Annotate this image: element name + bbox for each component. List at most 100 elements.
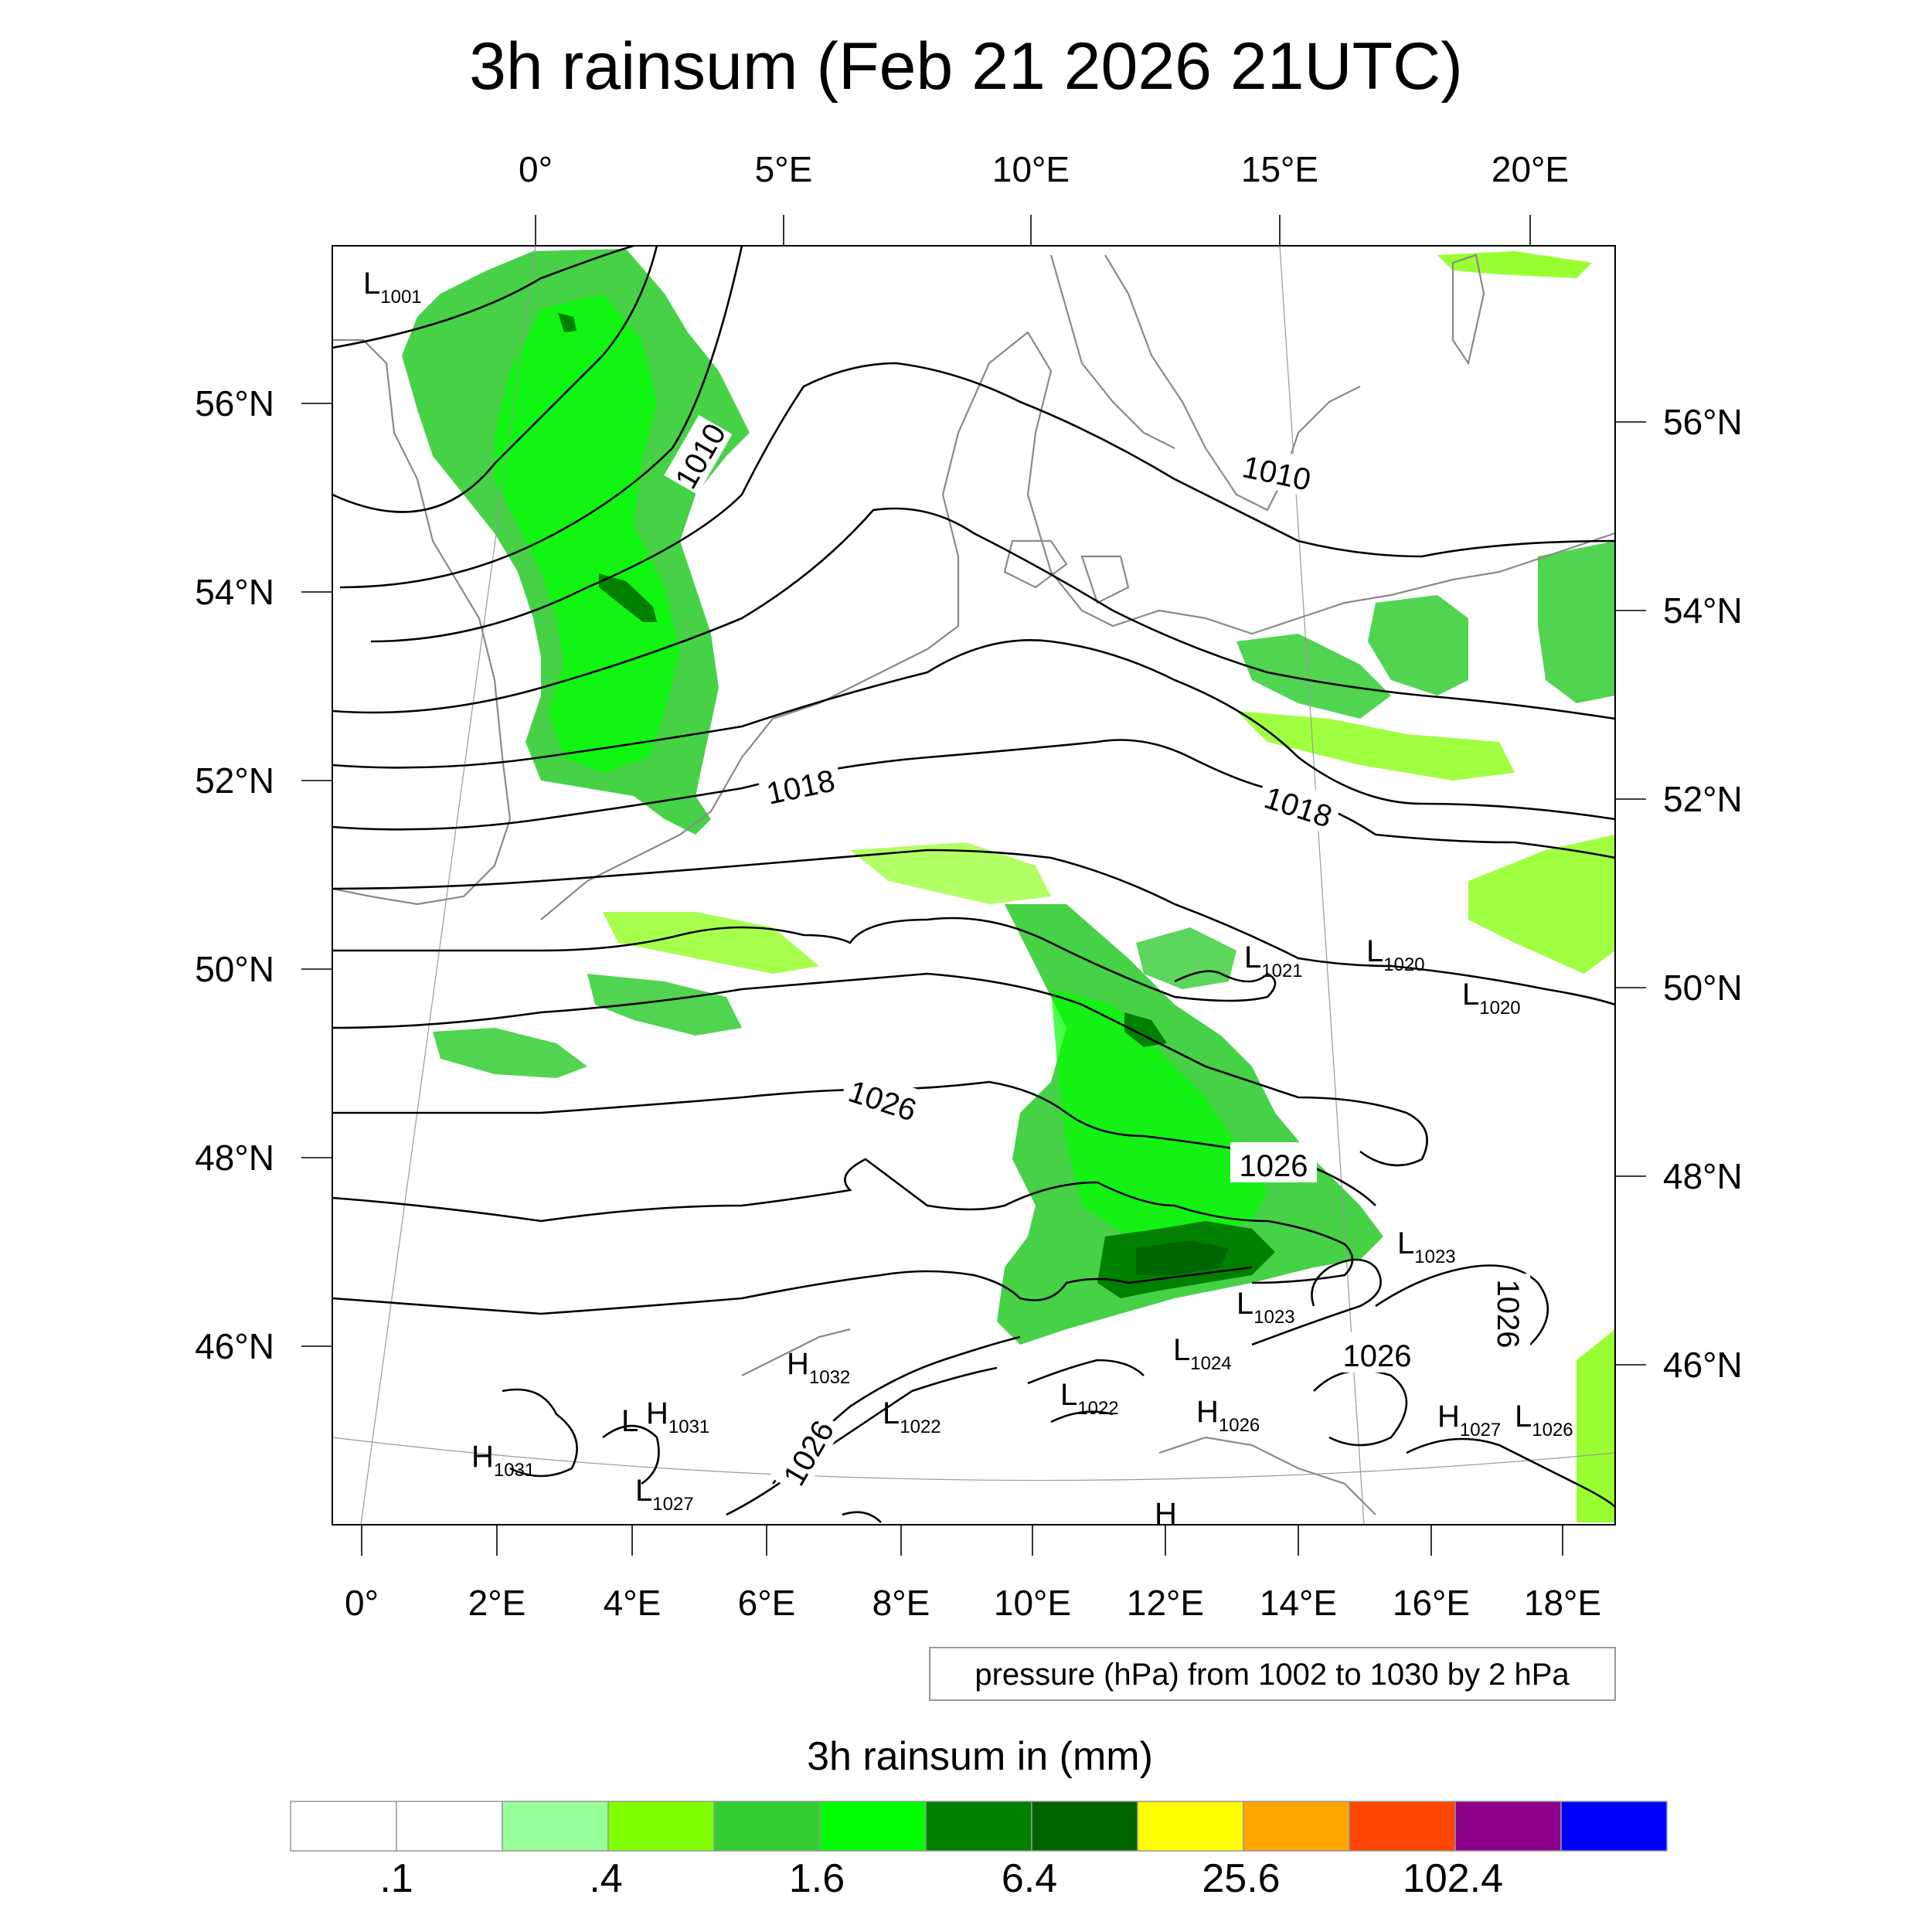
right-axis: 56°N 54°N 52°N 50°N 48°N 46°N <box>1615 402 1743 1385</box>
colorbar-tick-label: 25.6 <box>1202 1856 1280 1901</box>
bottom-lon-label: 6°E <box>738 1583 796 1623</box>
colorbar-swatch <box>713 1801 821 1852</box>
pressure-center: L1020 <box>1366 934 1425 975</box>
rain-area-north-sea-inner <box>495 294 680 773</box>
rain-area-north-sea-core <box>599 573 657 622</box>
coast-gotland <box>1451 253 1485 366</box>
pressure-center: L1026 <box>1515 1400 1573 1440</box>
top-lon-label: 5°E <box>755 149 813 189</box>
right-lat-label: 50°N <box>1663 968 1743 1008</box>
top-lon-label: 15°E <box>1241 149 1318 189</box>
colorbar-tick-label: 6.4 <box>1002 1856 1057 1901</box>
pressure-center: L1024 <box>1173 1333 1232 1374</box>
colorbar-swatch <box>1031 1801 1138 1852</box>
colorbar-swatch <box>1349 1801 1456 1852</box>
right-lat-label: 48°N <box>1663 1156 1743 1196</box>
rain-area-east-bottom <box>1577 1329 1615 1522</box>
bottom-lon-label: 2°E <box>468 1583 526 1623</box>
isobar-label-1026-d: 1026 <box>1491 1280 1525 1349</box>
pressure-center: L1022 <box>883 1396 941 1437</box>
pressure-center: L1023 <box>1397 1226 1456 1267</box>
rain-area-poland <box>1236 634 1391 719</box>
colorbar-title: 3h rainsum in (mm) <box>807 1734 1153 1779</box>
right-lat-label: 46°N <box>1663 1345 1743 1385</box>
pressure-center: H1027 <box>1437 1400 1501 1440</box>
bottom-axis: 0° 2°E 4°E 6°E 8°E 10°E 12°E 14°E 16°E 1… <box>345 1525 1601 1623</box>
bottom-lon-label: 8°E <box>872 1583 930 1623</box>
left-lat-label: 56°N <box>195 383 274 423</box>
left-axis: 56°N 54°N 52°N 50°N 48°N 46°N <box>195 383 332 1366</box>
top-lon-label: 0° <box>519 149 553 189</box>
pressure-centers: L1001 L1021 L1020 L1020 L1023 L1023 L102… <box>363 267 1573 1531</box>
rain-area-north-sea-dot <box>558 313 577 332</box>
colorbar-tick-label: .4 <box>589 1856 622 1901</box>
top-axis: 0° 5°E 10°E 15°E 20°E <box>519 149 1569 246</box>
map-frame <box>332 245 1616 1526</box>
right-lat-label: 56°N <box>1663 402 1743 442</box>
bottom-lon-label: 12°E <box>1127 1583 1204 1623</box>
isobars <box>332 244 1616 1523</box>
pressure-center: L1027 <box>635 1474 694 1515</box>
colorbar-swatch <box>1454 1801 1562 1852</box>
contour-info-text: pressure (hPa) from 1002 to 1030 by 2 hP… <box>975 1658 1570 1692</box>
coast-sweden <box>1104 254 1361 512</box>
rain-area-alps-inner <box>1051 989 1267 1236</box>
pressure-center: L1020 <box>1462 978 1521 1019</box>
right-lat-label: 52°N <box>1663 779 1743 819</box>
coast-norway <box>1049 254 1175 449</box>
pressure-center: H1026 <box>1196 1395 1260 1436</box>
pressure-center: L1023 <box>1236 1287 1295 1328</box>
pressure-center: L1022 <box>1060 1378 1119 1419</box>
colorbar-swatch <box>502 1801 609 1852</box>
colorbar: 3h rainsum in (mm) .1 .4 1.6 6.4 25.6 10… <box>290 1734 1668 1901</box>
rain-area-east-edge <box>1538 541 1615 703</box>
colorbar-tick-label: 102.4 <box>1403 1856 1503 1901</box>
colorbar-swatches <box>290 1801 1668 1852</box>
colorbar-swatch <box>819 1801 927 1852</box>
isobar-label-1026-c: 1026 <box>1343 1339 1412 1373</box>
colorbar-swatch <box>1560 1801 1668 1852</box>
coast-adriatic <box>1158 1436 1376 1515</box>
bottom-lon-label: 0° <box>345 1583 379 1623</box>
right-lat-label: 54°N <box>1663 590 1743 631</box>
rain-area-streak-5 <box>1136 927 1236 989</box>
left-lat-label: 54°N <box>195 572 274 612</box>
colorbar-swatch <box>290 1801 397 1852</box>
bottom-lon-label: 14°E <box>1260 1583 1337 1623</box>
left-lat-label: 46°N <box>195 1326 274 1366</box>
left-lat-label: 48°N <box>195 1138 274 1178</box>
precipitation-fields <box>402 249 1615 1522</box>
pressure-center: H1032 <box>787 1347 850 1388</box>
rain-area-baltic <box>1368 595 1468 696</box>
colorbar-tick-label: .1 <box>379 1856 413 1901</box>
rain-area-alps-core3 <box>1124 1012 1167 1047</box>
colorbar-swatch <box>1137 1801 1244 1852</box>
bottom-lon-label: 16°E <box>1393 1583 1470 1623</box>
colorbar-swatch <box>925 1801 1032 1852</box>
rain-area-east-edge2 <box>1468 835 1615 974</box>
colorbar-tick-label: 1.6 <box>789 1856 845 1901</box>
colorbar-swatch <box>607 1801 715 1852</box>
coast-danish-islands <box>1003 539 1130 604</box>
rain-area-streak-1 <box>433 1028 587 1078</box>
bottom-lon-label: 4°E <box>604 1583 662 1623</box>
colorbar-swatch <box>396 1801 503 1852</box>
bottom-lon-label: 18°E <box>1524 1583 1601 1623</box>
pressure-center: L1001 <box>363 267 422 308</box>
coast-britain <box>332 338 512 906</box>
bottom-lon-label: 10°E <box>994 1583 1071 1623</box>
left-lat-label: 52°N <box>195 760 274 801</box>
pressure-center: H1031 <box>471 1440 535 1481</box>
rain-area-alps-core2 <box>1136 1240 1229 1275</box>
rain-area-streak-3 <box>603 912 819 974</box>
coast-ligurian <box>741 1328 851 1376</box>
pressure-center: L1021 <box>1244 940 1303 981</box>
isobar-label-1026-b: 1026 <box>1240 1149 1308 1183</box>
map-title: 3h rainsum (Feb 21 2026 21UTC) <box>469 29 1463 104</box>
left-lat-label: 50°N <box>195 949 274 989</box>
pressure-center: H1031 <box>646 1396 709 1437</box>
colorbar-swatch <box>1243 1801 1350 1852</box>
coastlines <box>332 253 1616 1515</box>
map-panel: 1010 1010 1018 1018 1026 1026 <box>332 244 1616 1531</box>
rain-area-poland-south <box>1236 711 1515 781</box>
